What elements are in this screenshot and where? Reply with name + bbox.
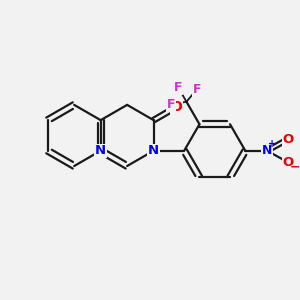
Text: F: F — [174, 81, 183, 94]
Text: +: + — [268, 139, 277, 149]
Text: O: O — [283, 133, 294, 146]
Text: −: − — [289, 160, 300, 173]
Text: N: N — [148, 144, 159, 157]
Text: O: O — [170, 100, 182, 114]
Text: O: O — [283, 156, 294, 169]
Text: F: F — [193, 83, 201, 96]
Text: N: N — [262, 144, 272, 157]
Text: F: F — [167, 98, 175, 111]
Text: N: N — [95, 144, 106, 157]
